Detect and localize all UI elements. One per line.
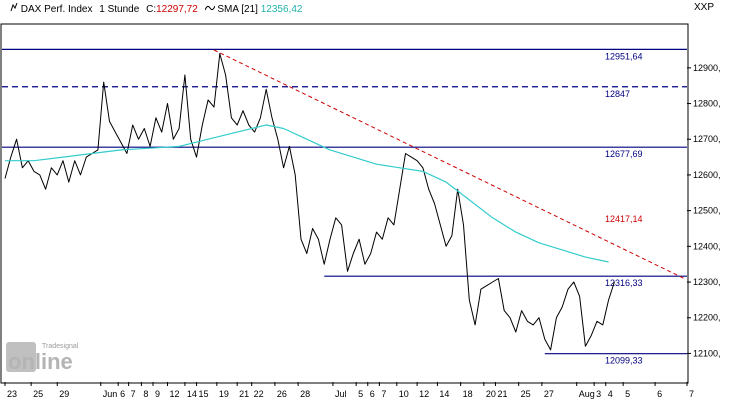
x-tick-label: Aug xyxy=(579,389,595,399)
x-tick-label: 21 xyxy=(497,389,507,399)
watermark-brand-big: online xyxy=(8,349,73,374)
sma-series-line xyxy=(5,124,609,263)
x-tick-label: 8 xyxy=(143,389,148,399)
x-tick-label: 4 xyxy=(608,389,613,399)
level-label: 12316,33 xyxy=(605,278,643,288)
x-tick-label: 28 xyxy=(300,389,310,399)
y-tick-label: 12300, xyxy=(693,277,721,287)
y-tick-label: 12800, xyxy=(693,99,721,109)
trendline xyxy=(213,49,685,279)
x-tick-label: 6 xyxy=(370,389,375,399)
level-label: 12847 xyxy=(605,89,630,99)
instrument-name: DAX Perf. Index xyxy=(20,4,93,15)
symbol-label: XXP xyxy=(694,2,715,13)
x-tick-label: 7 xyxy=(381,389,386,399)
x-tick-label: 27 xyxy=(544,389,554,399)
tradesignal-online-logo: Tradesignal online xyxy=(6,338,104,376)
x-tick-label: 14 xyxy=(439,389,449,399)
sma-value: 12356,42 xyxy=(260,4,303,15)
x-tick-label: 22 xyxy=(254,389,264,399)
x-tick-label: 14 xyxy=(187,389,197,399)
x-tick-label: 3 xyxy=(596,389,601,399)
price-series-line xyxy=(4,53,615,351)
x-tick-label: 15 xyxy=(199,389,209,399)
x-tick-label: 23 xyxy=(7,389,17,399)
x-tick-label: 9 xyxy=(155,389,160,399)
x-tick-label: Jun xyxy=(103,389,118,399)
y-tick-label: 12900, xyxy=(693,63,721,73)
plot-frame xyxy=(0,23,689,384)
x-tick-label: 7 xyxy=(689,389,694,399)
x-tick-label: 26 xyxy=(277,389,287,399)
y-tick-label: 12700, xyxy=(693,134,721,144)
x-tick-label: 5 xyxy=(625,389,630,399)
x-tick-label: 19 xyxy=(219,389,229,399)
interval-label: 1 Stunde xyxy=(99,4,140,15)
x-tick-label: 29 xyxy=(59,389,69,399)
x-tick-label: 6 xyxy=(657,389,662,399)
watermark-brand-small: Tradesignal xyxy=(42,343,79,350)
y-tick-label: 12400, xyxy=(693,241,721,251)
level-label: 12099,33 xyxy=(605,356,643,366)
x-tick-label: 5 xyxy=(358,389,363,399)
y-tick-label: 12500, xyxy=(693,206,721,216)
x-tick-label: 12 xyxy=(170,389,180,399)
x-tick-label: 12 xyxy=(419,389,429,399)
chart-mode-icon xyxy=(10,2,18,15)
close-value: 12297,72 xyxy=(156,4,198,15)
level-label: 12677,69 xyxy=(605,149,643,159)
sma-line-icon xyxy=(204,4,218,15)
chart-header: DAX Perf. Index 1 Stunde C:12297,72 SMA … xyxy=(10,2,302,15)
y-tick-label: 12100, xyxy=(693,348,721,358)
x-tick-label: 21 xyxy=(239,389,249,399)
x-tick-label: 10 xyxy=(399,389,409,399)
x-tick-label: 6 xyxy=(120,389,125,399)
x-tick-label: 7 xyxy=(131,389,136,399)
y-tick-label: 12600, xyxy=(693,170,721,180)
x-tick-label: 20 xyxy=(486,389,496,399)
sma-label: SMA [21] xyxy=(217,4,258,15)
close-label: C: xyxy=(146,4,157,15)
x-tick-label: 25 xyxy=(33,389,43,399)
level-label: 12951,64 xyxy=(605,51,643,61)
x-tick-label: Jul xyxy=(335,389,347,399)
x-tick-label: 25 xyxy=(521,389,531,399)
x-tick-label: 18 xyxy=(463,389,473,399)
y-tick-label: 12200, xyxy=(693,313,721,323)
trendline-label: 12417,14 xyxy=(605,214,643,224)
